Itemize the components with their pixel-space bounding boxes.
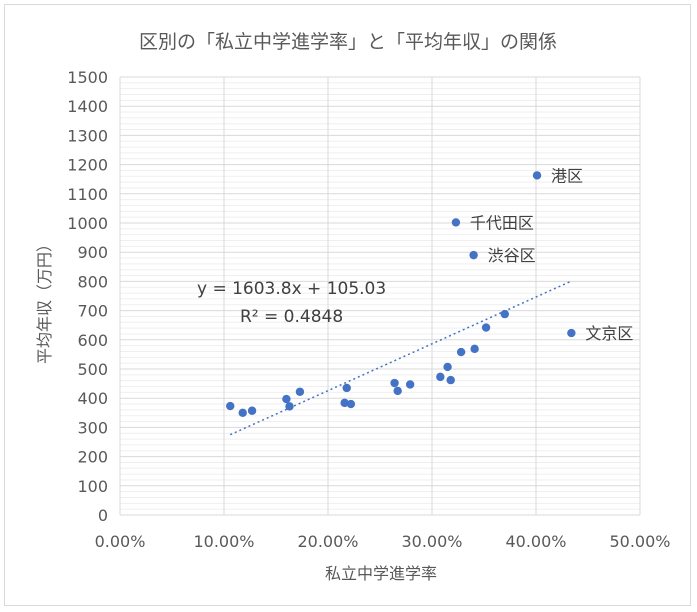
data-point bbox=[436, 372, 445, 382]
data-point bbox=[567, 328, 576, 338]
data-point bbox=[456, 347, 466, 357]
point-label: 渋谷区 bbox=[488, 246, 536, 265]
data-point bbox=[346, 399, 356, 409]
y-tick-label: 700 bbox=[77, 302, 108, 321]
data-point bbox=[247, 406, 257, 415]
y-tick-label: 1100 bbox=[67, 185, 108, 204]
point-label: 港区 bbox=[551, 166, 583, 185]
data-point bbox=[390, 378, 399, 388]
trendline-r-squared: R² = 0.4848 bbox=[240, 307, 343, 327]
y-tick-label: 1200 bbox=[67, 156, 108, 175]
x-tick-label: 0.00% bbox=[95, 532, 146, 551]
y-tick-label: 100 bbox=[77, 477, 108, 496]
data-point bbox=[470, 344, 479, 354]
y-tick-label: 800 bbox=[77, 272, 108, 291]
data-point bbox=[500, 309, 509, 319]
data-point bbox=[481, 323, 491, 332]
x-tick-label: 30.00% bbox=[401, 532, 462, 551]
data-point bbox=[469, 250, 478, 260]
data-point bbox=[238, 408, 247, 417]
y-tick-label: 1000 bbox=[67, 214, 108, 233]
trendline bbox=[229, 280, 572, 436]
data-point bbox=[451, 218, 461, 227]
point-label: 千代田区 bbox=[470, 213, 534, 232]
data-point bbox=[342, 383, 351, 393]
chart-title: 区別の「私立中学進学率」と「平均年収」の関係 bbox=[139, 31, 557, 53]
y-tick-label: 500 bbox=[77, 360, 108, 379]
y-tick-label: 600 bbox=[77, 331, 108, 350]
data-point bbox=[405, 380, 415, 389]
y-axis-title: 平均年収（万円） bbox=[35, 236, 54, 364]
data-point bbox=[393, 386, 402, 396]
data-point bbox=[532, 171, 542, 180]
y-tick-label: 300 bbox=[77, 418, 108, 437]
data-point bbox=[446, 375, 455, 385]
y-tick-label: 0 bbox=[98, 506, 108, 525]
data-point bbox=[443, 362, 452, 372]
data-points bbox=[226, 171, 576, 417]
data-point bbox=[282, 394, 291, 404]
y-tick-label: 400 bbox=[77, 389, 108, 408]
y-tick-label: 1500 bbox=[67, 68, 108, 87]
y-tick-label: 1400 bbox=[67, 97, 108, 116]
point-label: 文京区 bbox=[585, 324, 633, 343]
x-axis-title: 私立中学進学率 bbox=[325, 564, 437, 583]
x-tick-label: 50.00% bbox=[609, 532, 670, 551]
x-tick-label: 10.00% bbox=[193, 532, 254, 551]
axis-ticks: 0 100 200 300 400 500 600 700 800 900 1000 1100 1200… bbox=[67, 68, 670, 551]
y-tick-label: 200 bbox=[77, 448, 108, 467]
data-point bbox=[285, 402, 294, 411]
x-tick-label: 20.00% bbox=[297, 532, 358, 551]
data-point bbox=[226, 401, 235, 411]
grid-lines bbox=[119, 76, 641, 516]
y-tick-label: 900 bbox=[77, 243, 108, 262]
y-tick-label: 1300 bbox=[67, 126, 108, 145]
data-point bbox=[295, 387, 305, 396]
data-point bbox=[340, 398, 349, 408]
trendline-equation: y = 1603.8x + 105.03 bbox=[197, 279, 386, 299]
x-tick-label: 40.00% bbox=[505, 532, 566, 551]
